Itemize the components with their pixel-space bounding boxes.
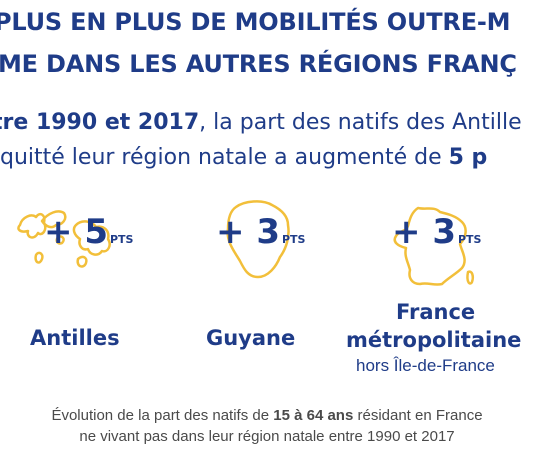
title-line-1: PLUS EN PLUS DE MOBILITÉS OUTRE-M: [0, 8, 511, 36]
stat-guyane-value: + 3: [216, 212, 280, 252]
stat-guyane-unit: PTS: [281, 233, 306, 246]
intro-increase: 5 p: [448, 145, 488, 170]
footnote-text-1: Évolution de la part des natifs de: [51, 407, 274, 424]
region-guyane: Guyane: [206, 326, 296, 350]
region-france-line2: métropolitaine: [346, 328, 522, 352]
antilles-map-icon: [17, 210, 111, 268]
stat-france-unit: PTS: [457, 233, 482, 246]
region-france-line1: France: [396, 300, 476, 324]
title-line-2: ME DANS LES AUTRES RÉGIONS FRANÇ: [0, 50, 517, 78]
france-map-icon: [393, 206, 475, 286]
stat-france: + 3 PTS: [392, 212, 481, 252]
region-antilles: Antilles: [30, 326, 120, 350]
intro-line-2-text: quitté leur région natale a augmenté de: [0, 145, 449, 170]
intro-line-1: tre 1990 et 2017, la part des natifs des…: [0, 110, 522, 135]
stat-guyane: + 3 PTS: [216, 212, 305, 252]
stat-antilles: + 5 PTS: [44, 212, 133, 252]
guyane-map-icon: [226, 200, 290, 279]
stat-antilles-unit: PTS: [109, 233, 134, 246]
footnote-text-2: résidant en France: [353, 407, 483, 424]
stat-france-value: + 3: [392, 212, 456, 252]
footnote-line-2: ne vivant pas dans leur région natale en…: [79, 428, 455, 445]
intro-period: tre 1990 et 2017: [0, 110, 200, 135]
footnote-line-1: Évolution de la part des natifs de 15 à …: [0, 407, 534, 424]
intro-line-1-text: , la part des natifs des Antille: [199, 110, 522, 135]
intro-line-2: quitté leur région natale a augmenté de …: [0, 145, 487, 170]
footnote-age-range: 15 à 64 ans: [273, 407, 354, 424]
stat-antilles-value: + 5: [44, 212, 108, 252]
region-france-subtitle: hors Île-de-France: [356, 356, 495, 375]
